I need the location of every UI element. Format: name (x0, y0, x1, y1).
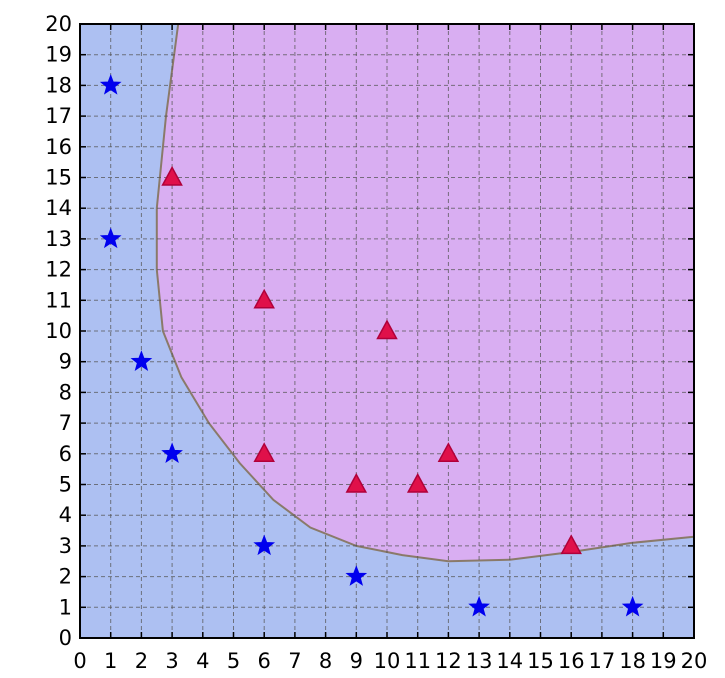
y-tick-label: 20 (45, 12, 72, 36)
y-tick-label: 3 (59, 534, 72, 558)
triangle-marker (345, 472, 368, 493)
x-tick-label: 14 (496, 649, 523, 673)
star-marker (345, 565, 368, 586)
x-tick-label: 18 (619, 649, 646, 673)
triangle-marker (560, 534, 582, 555)
y-tick-label: 0 (59, 626, 72, 650)
star-marker (161, 442, 183, 464)
decision-boundary (155, 23, 695, 563)
x-tick-label: 7 (288, 649, 301, 673)
star-marker (99, 73, 122, 95)
x-tick-label: 15 (527, 649, 554, 673)
x-tick-label: 9 (350, 649, 363, 673)
star-marker (468, 595, 490, 617)
data-markers (99, 73, 644, 617)
triangle-marker (437, 442, 460, 463)
x-tick-label: 5 (227, 649, 240, 673)
x-tick-label: 3 (165, 649, 178, 673)
y-tick-label: 8 (59, 380, 72, 404)
y-tick-label: 7 (59, 411, 72, 435)
y-tick-label: 18 (45, 73, 72, 97)
y-tick-label: 12 (45, 258, 72, 282)
x-tick-label: 16 (558, 649, 585, 673)
triangle-marker (253, 288, 275, 309)
x-tick-label: 11 (404, 649, 431, 673)
triangle-marker (253, 442, 275, 463)
x-tick-label: 13 (466, 649, 493, 673)
y-tick-label: 11 (45, 288, 72, 312)
axis-ticks: 0 1 2 3 4 5 6 7 8 9 10 11 12 13 14 15 16 17 18 19 2001234567… (45, 12, 707, 673)
x-tick-label: 8 (319, 649, 332, 673)
y-tick-label: 19 (45, 43, 72, 67)
y-tick-label: 1 (59, 595, 72, 619)
x-tick-label: 10 (374, 649, 401, 673)
x-tick-label: 19 (650, 649, 677, 673)
triangle-marker (161, 165, 183, 186)
region-inner (156, 24, 695, 562)
triangle-marker (406, 472, 429, 493)
y-tick-label: 16 (45, 135, 72, 159)
triangle-marker (376, 319, 398, 340)
y-tick-label: 5 (59, 473, 72, 497)
x-tick-label: 1 (104, 649, 117, 673)
x-tick-label: 4 (196, 649, 209, 673)
grid (80, 24, 694, 638)
x-tick-label: 12 (435, 649, 462, 673)
x-tick-label: 0 (73, 649, 86, 673)
y-tick-label: 9 (59, 350, 72, 374)
x-tick-label: 17 (589, 649, 616, 673)
y-tick-label: 17 (45, 104, 72, 128)
x-tick-label: 2 (135, 649, 148, 673)
y-tick-label: 2 (59, 565, 72, 589)
star-marker (99, 227, 122, 249)
y-tick-label: 15 (45, 166, 72, 190)
star-marker (130, 350, 153, 371)
y-tick-label: 4 (59, 503, 72, 527)
x-tick-label: 6 (258, 649, 271, 673)
y-tick-label: 10 (45, 319, 72, 343)
star-marker (253, 534, 276, 556)
star-marker (621, 595, 644, 617)
y-tick-label: 14 (45, 196, 72, 220)
x-tick-label: 20 (681, 649, 708, 673)
y-tick-label: 13 (45, 227, 72, 251)
y-tick-label: 6 (59, 442, 72, 466)
